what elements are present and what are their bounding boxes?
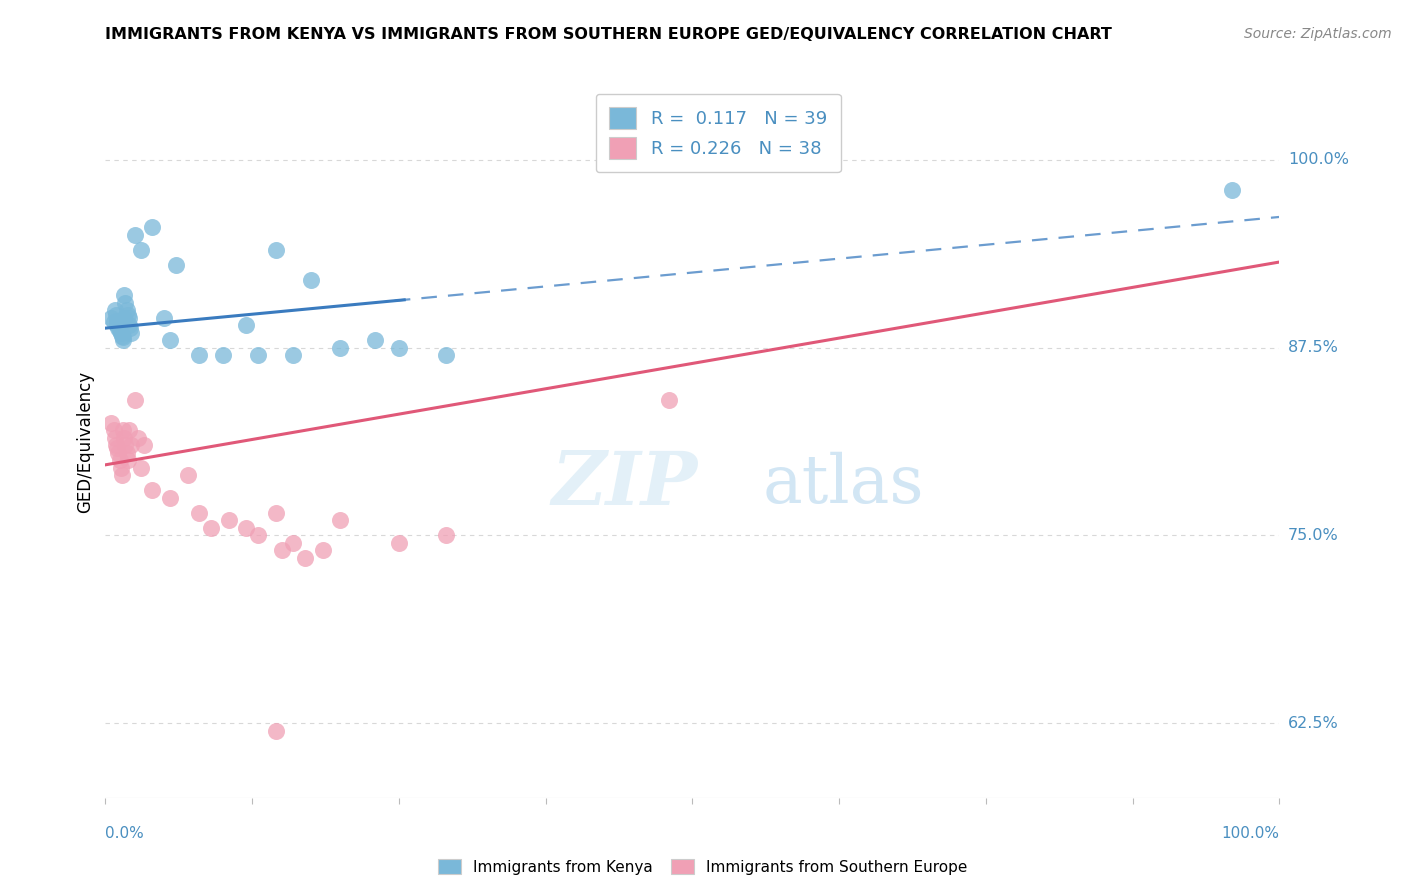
Point	[434, 348, 457, 362]
Point	[329, 513, 352, 527]
Point	[200, 521, 222, 535]
Point	[112, 310, 135, 325]
Point	[311, 543, 333, 558]
Text: ZIP: ZIP	[551, 448, 697, 521]
Point	[364, 333, 387, 347]
Point	[112, 333, 135, 347]
Point	[388, 536, 411, 550]
Point	[111, 328, 134, 343]
Point	[105, 442, 128, 456]
Point	[115, 303, 138, 318]
Point	[112, 330, 135, 344]
Point	[104, 303, 127, 318]
Point	[112, 288, 135, 302]
Point	[110, 326, 132, 340]
Point	[134, 438, 156, 452]
Point	[114, 295, 136, 310]
Text: 75.0%: 75.0%	[1288, 528, 1339, 543]
Point	[129, 243, 152, 257]
Point	[111, 468, 134, 483]
Point	[159, 491, 181, 505]
Point	[283, 536, 305, 550]
Point	[112, 423, 135, 437]
Point	[108, 453, 131, 467]
Point	[118, 423, 141, 437]
Point	[658, 393, 681, 408]
Point	[103, 423, 125, 437]
Point	[264, 506, 287, 520]
Legend: Immigrants from Kenya, Immigrants from Southern Europe: Immigrants from Kenya, Immigrants from S…	[432, 853, 974, 880]
Point	[270, 543, 292, 558]
Point	[153, 310, 176, 325]
Point	[105, 313, 128, 327]
Y-axis label: GED/Equivalency: GED/Equivalency	[76, 370, 94, 513]
Text: 62.5%: 62.5%	[1288, 715, 1339, 731]
Text: 87.5%: 87.5%	[1288, 340, 1339, 355]
Point	[105, 308, 128, 322]
Point	[112, 431, 135, 445]
Point	[159, 333, 181, 347]
Point	[247, 348, 270, 362]
Point	[117, 308, 139, 322]
Text: 0.0%: 0.0%	[105, 826, 145, 841]
Point	[124, 393, 146, 408]
Text: atlas: atlas	[763, 451, 924, 517]
Point	[110, 460, 132, 475]
Point	[283, 348, 305, 362]
Point	[264, 723, 287, 738]
Point	[388, 341, 411, 355]
Point	[188, 506, 211, 520]
Text: 100.0%: 100.0%	[1222, 826, 1279, 841]
Point	[247, 528, 270, 542]
Point	[141, 483, 163, 498]
Point	[120, 438, 142, 452]
Point	[188, 348, 211, 362]
Text: IMMIGRANTS FROM KENYA VS IMMIGRANTS FROM SOUTHERN EUROPE GED/EQUIVALENCY CORRELA: IMMIGRANTS FROM KENYA VS IMMIGRANTS FROM…	[105, 27, 1112, 42]
Point	[103, 315, 125, 329]
Point	[120, 321, 142, 335]
Point	[117, 453, 139, 467]
Point	[127, 431, 149, 445]
Text: Source: ZipAtlas.com: Source: ZipAtlas.com	[1244, 27, 1392, 41]
Point	[218, 513, 240, 527]
Point	[118, 318, 141, 332]
Text: 100.0%: 100.0%	[1288, 153, 1348, 168]
Point	[115, 446, 138, 460]
Point	[264, 243, 287, 257]
Point	[329, 341, 352, 355]
Point	[105, 318, 128, 332]
Point	[176, 468, 198, 483]
Point	[105, 438, 128, 452]
Point	[1222, 183, 1244, 197]
Point	[129, 460, 152, 475]
Point	[141, 220, 163, 235]
Point	[434, 528, 457, 542]
Point	[104, 431, 127, 445]
Point	[100, 416, 122, 430]
Point	[299, 273, 322, 287]
Point	[120, 326, 142, 340]
Point	[118, 310, 141, 325]
Point	[114, 438, 136, 452]
Point	[235, 521, 257, 535]
Point	[107, 321, 129, 335]
Point	[108, 324, 131, 338]
Point	[235, 318, 257, 332]
Point	[294, 551, 316, 566]
Legend: R =  0.117   N = 39, R = 0.226   N = 38: R = 0.117 N = 39, R = 0.226 N = 38	[596, 94, 841, 172]
Point	[165, 258, 187, 272]
Point	[107, 446, 129, 460]
Point	[124, 227, 146, 242]
Point	[211, 348, 233, 362]
Point	[100, 310, 122, 325]
